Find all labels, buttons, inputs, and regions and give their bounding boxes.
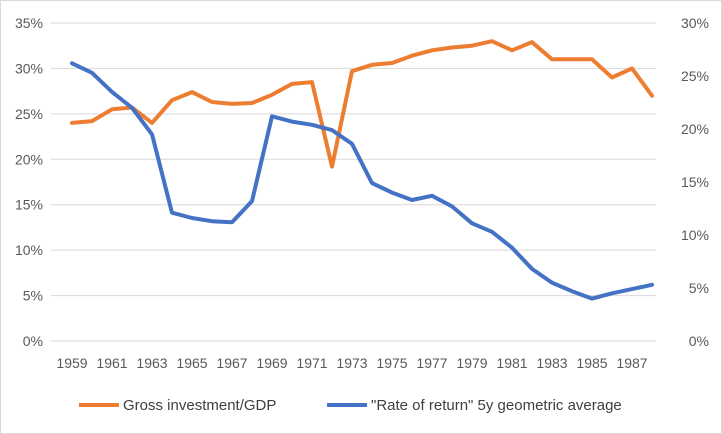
left-tick-label: 0% xyxy=(23,333,43,349)
x-tick-label: 1979 xyxy=(456,355,487,371)
x-tick-label: 1967 xyxy=(216,355,247,371)
x-tick-label: 1975 xyxy=(376,355,407,371)
x-tick-label: 1987 xyxy=(616,355,647,371)
series-lines xyxy=(70,39,654,301)
x-tick-label: 1985 xyxy=(576,355,607,371)
right-tick-label: 20% xyxy=(681,121,709,137)
legend: Gross investment/GDP "Rate of return" 5y… xyxy=(79,397,622,414)
left-tick-label: 15% xyxy=(15,197,43,213)
right-tick-label: 10% xyxy=(681,227,709,243)
left-tick-label: 5% xyxy=(23,288,43,304)
right-tick-label: 15% xyxy=(681,174,709,190)
left-tick-label: 30% xyxy=(15,60,43,76)
x-tick-label: 1961 xyxy=(96,355,127,371)
x-tick-label: 1963 xyxy=(136,355,167,371)
x-tick-label: 1973 xyxy=(336,355,367,371)
left-tick-label: 25% xyxy=(15,106,43,122)
right-tick-label: 5% xyxy=(689,280,709,296)
right-tick-label: 30% xyxy=(681,15,709,31)
series-line-1 xyxy=(70,61,654,301)
left-axis-ticks: 0% 5% 10% 15% 20% 25% 30% 35% xyxy=(15,15,43,349)
series-line-0 xyxy=(70,39,654,169)
x-tick-label: 1971 xyxy=(296,355,327,371)
right-tick-label: 25% xyxy=(681,68,709,84)
legend-label-rate-of-return: "Rate of return" 5y geometric average xyxy=(371,397,622,414)
right-axis-ticks: 0% 5% 10% 15% 20% 25% 30% xyxy=(681,15,709,349)
left-tick-label: 35% xyxy=(15,15,43,31)
x-tick-label: 1977 xyxy=(416,355,447,371)
gridlines xyxy=(51,22,656,342)
legend-label-gross-investment: Gross investment/GDP xyxy=(123,397,276,414)
right-tick-label: 0% xyxy=(689,333,709,349)
left-tick-label: 20% xyxy=(15,151,43,167)
x-axis-ticks: 1959 1961 1963 1965 1967 1969 1971 1973 1975 1977… xyxy=(56,355,647,371)
x-tick-label: 1983 xyxy=(536,355,567,371)
left-tick-label: 10% xyxy=(15,242,43,258)
x-tick-label: 1981 xyxy=(496,355,527,371)
x-tick-label: 1965 xyxy=(176,355,207,371)
x-tick-label: 1969 xyxy=(256,355,287,371)
x-tick-label: 1959 xyxy=(56,355,87,371)
